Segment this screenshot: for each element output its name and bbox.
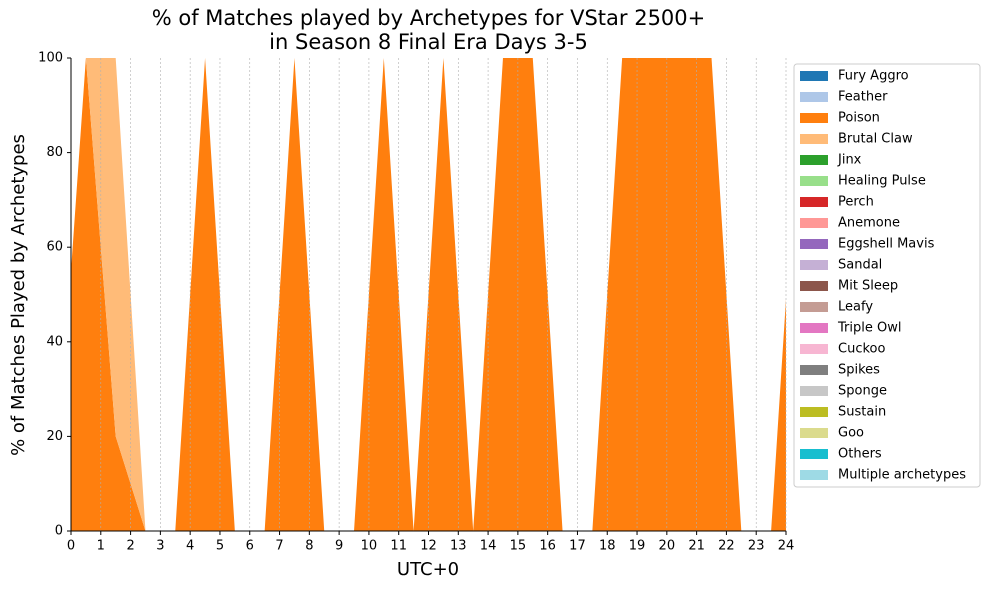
legend-swatch (800, 449, 828, 459)
x-axis-label: UTC+0 (397, 559, 459, 580)
x-tick-label: 10 (361, 539, 378, 554)
legend-label: Others (838, 447, 882, 462)
legend-label: Sustain (838, 405, 886, 420)
legend-label: Perch (838, 195, 874, 210)
y-tick-label: 60 (46, 240, 63, 255)
legend-label: Triple Owl (837, 321, 901, 336)
y-tick-label: 100 (38, 51, 63, 66)
legend-label: Goo (838, 426, 864, 441)
legend-swatch (800, 218, 828, 228)
legend-swatch (800, 155, 828, 165)
x-tick-label: 22 (718, 539, 735, 554)
x-tick-label: 4 (186, 539, 194, 554)
legend-label: Sandal (838, 258, 882, 273)
legend-label: Feather (838, 90, 888, 105)
legend-label: Leafy (838, 300, 873, 315)
legend-swatch (800, 386, 828, 396)
legend-label: Multiple archetypes (838, 468, 966, 483)
x-tick-label: 14 (480, 539, 497, 554)
legend-label: Brutal Claw (838, 132, 913, 147)
x-tick-label: 15 (510, 539, 527, 554)
y-tick-label: 20 (46, 429, 63, 444)
legend-swatch (800, 92, 828, 102)
x-tick-label: 6 (246, 539, 254, 554)
legend-label: Sponge (838, 384, 887, 399)
x-tick-label: 1 (97, 539, 105, 554)
legend-label: Mit Sleep (838, 279, 898, 294)
chart-title: % of Matches played by Archetypes for VS… (151, 6, 706, 54)
x-tick-label: 13 (450, 539, 467, 554)
x-tick-label: 7 (275, 539, 283, 554)
legend-swatch (800, 281, 828, 291)
legend-swatch (800, 134, 828, 144)
x-tick-label: 19 (629, 539, 646, 554)
legend-label: Anemone (838, 216, 900, 231)
legend-swatch (800, 260, 828, 270)
x-tick-label: 12 (420, 539, 437, 554)
x-tick-label: 11 (390, 539, 407, 554)
x-tick-label: 2 (126, 539, 134, 554)
legend-swatch (800, 428, 828, 438)
area (71, 58, 786, 531)
x-tick-label: 16 (539, 539, 556, 554)
legend-swatch (800, 407, 828, 417)
y-tick-label: 40 (46, 334, 63, 349)
legend-label: Poison (838, 111, 880, 126)
legend-swatch (800, 239, 828, 249)
x-tick-label: 0 (67, 539, 75, 554)
legend-box (793, 63, 981, 488)
x-tick-label: 8 (305, 539, 313, 554)
legend-swatch (800, 302, 828, 312)
x-tick-label: 17 (569, 539, 586, 554)
y-tick-label: 80 (46, 145, 63, 160)
legend-swatch (800, 71, 828, 81)
legend-swatch (800, 344, 828, 354)
legend-swatch (800, 113, 828, 123)
legend-swatch (800, 197, 828, 207)
legend-swatch (800, 176, 828, 186)
legend-label: Healing Pulse (838, 174, 926, 189)
legend-swatch (800, 365, 828, 375)
x-tick-label: 3 (156, 539, 164, 554)
legend-label: Spikes (838, 363, 880, 378)
legend-label: Jinx (837, 153, 862, 168)
x-tick-label: 21 (688, 539, 705, 554)
y-tick-label: 0 (55, 524, 63, 539)
legend-label: Cuckoo (838, 342, 885, 357)
legend-swatch (800, 323, 828, 333)
x-tick-label: 20 (659, 539, 676, 554)
x-tick-label: 5 (216, 539, 224, 554)
x-tick-label: 9 (335, 539, 343, 554)
legend-label: Eggshell Mavis (838, 237, 935, 252)
legend-label: Fury Aggro (838, 69, 909, 84)
x-tick-label: 18 (599, 539, 616, 554)
x-tick-label: 23 (748, 539, 765, 554)
x-tick-label: 24 (778, 539, 795, 554)
y-axis-label: % of Matches Played by Archetypes (8, 134, 29, 456)
legend-swatch (800, 470, 828, 480)
